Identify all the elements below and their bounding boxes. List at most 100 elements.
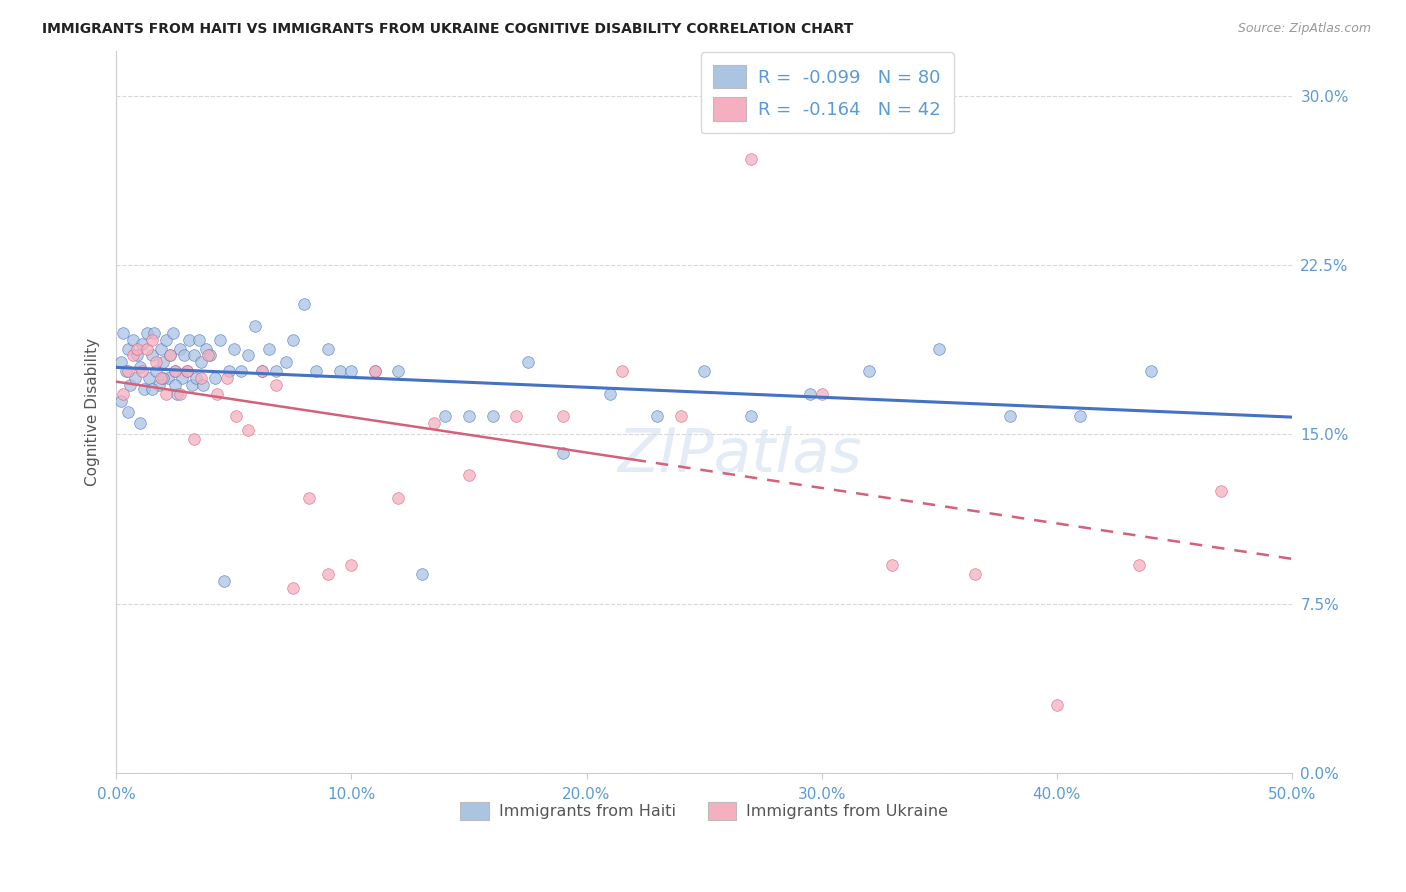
Point (305, 364, 328, 378)
Point (243, 319, 266, 334)
Point (340, 558, 363, 573)
Point (516, 355, 538, 369)
Point (187, 333, 209, 347)
Point (481, 409, 503, 424)
Point (858, 364, 880, 378)
Point (610, 364, 633, 378)
Point (218, 364, 240, 378)
Point (176, 364, 198, 378)
Point (193, 377, 215, 392)
Point (135, 326, 157, 340)
Point (117, 405, 139, 419)
Point (1046, 698, 1069, 713)
Point (134, 382, 156, 396)
Point (740, 152, 762, 166)
Point (281, 581, 304, 595)
Point (411, 567, 433, 582)
Point (298, 491, 321, 505)
Point (179, 333, 201, 347)
Point (364, 364, 387, 378)
Point (127, 342, 149, 356)
Point (250, 364, 273, 378)
Point (197, 348, 219, 362)
Point (183, 348, 205, 362)
Point (208, 333, 231, 347)
Point (434, 409, 457, 424)
Point (131, 337, 153, 351)
Point (551, 445, 574, 459)
Point (599, 387, 621, 401)
Point (156, 371, 179, 385)
Point (740, 409, 762, 424)
Point (1211, 483, 1233, 498)
Point (207, 387, 229, 401)
Point (148, 377, 170, 392)
Point (316, 567, 339, 582)
Point (110, 393, 132, 408)
Point (114, 364, 136, 378)
Point (458, 468, 481, 483)
Point (121, 348, 143, 362)
Point (1140, 364, 1163, 378)
Point (194, 342, 217, 356)
Point (693, 364, 716, 378)
Point (387, 491, 409, 505)
Point (215, 371, 238, 385)
Point (159, 348, 181, 362)
Point (173, 348, 195, 362)
Point (152, 355, 174, 369)
Point (810, 387, 832, 401)
Y-axis label: Cognitive Disability: Cognitive Disability (86, 338, 100, 486)
Point (176, 364, 198, 378)
Point (135, 342, 157, 356)
Point (257, 342, 280, 356)
Point (186, 371, 208, 385)
Point (145, 364, 167, 378)
Point (127, 348, 149, 362)
Point (1128, 558, 1150, 573)
Point (149, 342, 172, 356)
Point (152, 371, 174, 385)
Text: ZIPatlas: ZIPatlas (617, 425, 862, 484)
Point (138, 371, 160, 385)
Point (387, 364, 409, 378)
Point (669, 409, 692, 424)
Point (141, 333, 163, 347)
Point (250, 364, 273, 378)
Point (117, 364, 139, 378)
Point (131, 364, 153, 378)
Point (145, 355, 167, 369)
Point (165, 364, 187, 378)
Point (329, 364, 352, 378)
Point (190, 371, 212, 385)
Point (162, 326, 184, 340)
Point (799, 387, 821, 401)
Point (169, 387, 191, 401)
Point (225, 409, 247, 424)
Point (180, 377, 202, 392)
Point (928, 342, 950, 356)
Point (264, 364, 287, 378)
Point (166, 387, 188, 401)
Point (340, 364, 363, 378)
Point (214, 574, 236, 589)
Point (155, 387, 177, 401)
Point (264, 377, 287, 392)
Point (645, 409, 668, 424)
Point (169, 342, 191, 356)
Point (963, 567, 986, 582)
Point (882, 558, 904, 573)
Point (190, 355, 212, 369)
Point (316, 342, 339, 356)
Point (172, 371, 194, 385)
Point (120, 377, 142, 392)
Point (998, 409, 1021, 424)
Point (422, 416, 444, 430)
Point (112, 326, 135, 340)
Point (1069, 409, 1091, 424)
Text: IMMIGRANTS FROM HAITI VS IMMIGRANTS FROM UKRAINE COGNITIVE DISABILITY CORRELATIO: IMMIGRANTS FROM HAITI VS IMMIGRANTS FROM… (42, 22, 853, 37)
Point (165, 377, 187, 392)
Point (128, 359, 150, 374)
Point (141, 348, 163, 362)
Point (124, 371, 146, 385)
